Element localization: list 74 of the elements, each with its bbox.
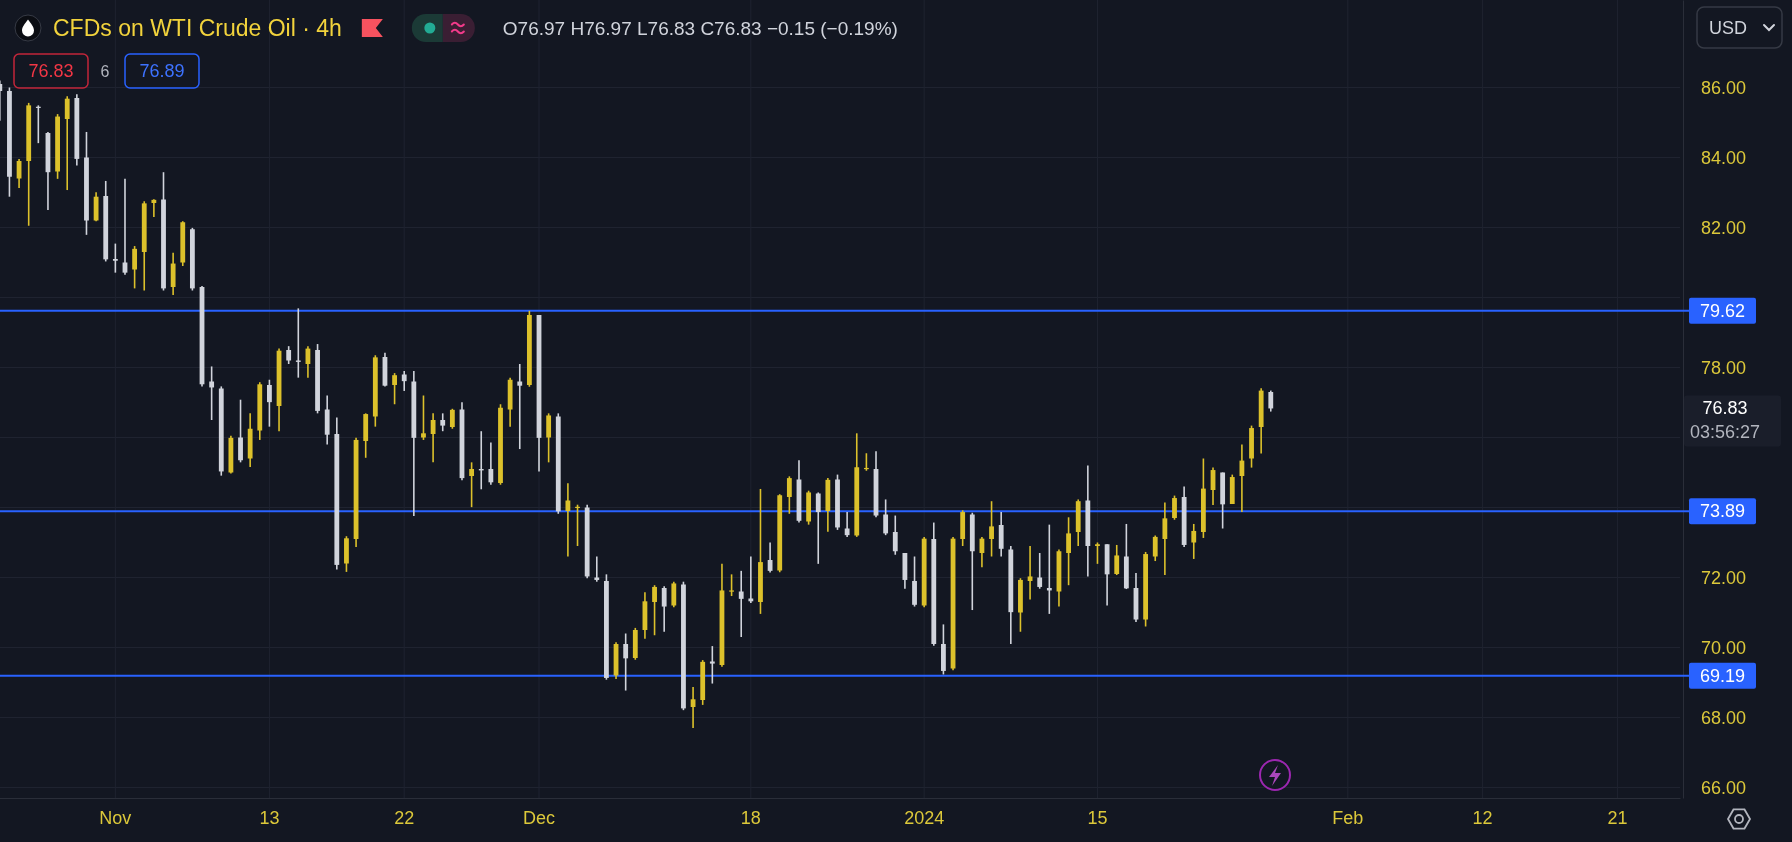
candlestick — [1191, 523, 1197, 560]
candlestick — [671, 580, 677, 609]
candlestick — [1095, 541, 1100, 565]
candlestick — [623, 632, 629, 692]
candlestick — [421, 394, 426, 441]
ref-line-label: 73.89 — [1699, 501, 1746, 522]
candlestick — [883, 498, 889, 536]
x-tick-label: 2024 — [904, 807, 945, 828]
candlestick — [892, 514, 898, 556]
candlestick — [1066, 516, 1071, 586]
candlestick — [1152, 534, 1158, 562]
x-tick-label: 13 — [259, 807, 280, 828]
candlestick — [912, 555, 917, 608]
candlestick — [815, 491, 821, 565]
x-tick-label: 12 — [1472, 807, 1493, 828]
candlestick — [1037, 552, 1043, 590]
candlestick — [1027, 545, 1033, 601]
candlestick — [998, 511, 1004, 558]
x-tick-label: 15 — [1087, 807, 1108, 828]
y-tick-label: 66.00 — [1701, 777, 1747, 798]
y-tick-label: 86.00 — [1701, 77, 1747, 98]
x-tick-label: Dec — [523, 807, 556, 828]
annotation: 6 — [100, 62, 110, 80]
y-tick-label: 72.00 — [1701, 567, 1747, 588]
candlestick — [132, 245, 138, 290]
candlestick — [401, 370, 407, 392]
candlestick — [267, 378, 272, 428]
x-tick-label: Nov — [99, 807, 132, 828]
candlestick — [565, 482, 571, 558]
x-tick-label: Feb — [1332, 807, 1364, 828]
candlestick — [767, 541, 773, 574]
candlestick — [1239, 443, 1245, 513]
x-tick-label: 21 — [1607, 807, 1628, 828]
y-tick-label: 70.00 — [1701, 637, 1747, 658]
candlestick — [1114, 544, 1120, 576]
candlestick — [786, 475, 792, 515]
y-tick-label: 78.00 — [1701, 357, 1747, 378]
candlestick — [652, 584, 657, 637]
candlestick — [517, 363, 523, 450]
candlestick — [1268, 389, 1274, 413]
candlestick — [989, 500, 994, 558]
candlestick — [392, 372, 397, 406]
candlestick — [1172, 494, 1177, 521]
candlestick — [488, 441, 494, 486]
text: 03:56:27 — [1689, 422, 1761, 443]
candlestick — [449, 408, 455, 430]
candlestick — [1162, 501, 1168, 576]
ref-line-label: 79.62 — [1699, 300, 1746, 321]
candlestick — [112, 242, 118, 274]
text: O76.97 H76.97 L76.83 C76.83 −0.15 (−0.19%) — [502, 17, 898, 39]
text: USD — [1709, 18, 1748, 38]
y-tick-label: 84.00 — [1701, 147, 1747, 168]
text: CFDs on WTI Crude Oil · 4h — [53, 15, 342, 41]
text: 76.83 — [1702, 398, 1748, 419]
candlestick — [469, 461, 475, 508]
candlestick — [546, 412, 552, 464]
candlestick — [151, 198, 157, 218]
candlestick — [64, 95, 70, 191]
x-tick-label: 18 — [740, 807, 761, 828]
candlestick — [238, 398, 243, 464]
candlestick — [93, 191, 99, 222]
candlestick — [738, 570, 744, 638]
candlestick — [661, 585, 667, 633]
x-tick-label: 22 — [394, 807, 415, 828]
candlestick — [430, 412, 436, 464]
candlestick — [844, 511, 850, 538]
candlestick — [729, 573, 734, 597]
annotation: 76.83 — [28, 61, 74, 81]
y-tick-label: 68.00 — [1701, 707, 1747, 728]
ref-line-label: 69.19 — [1699, 665, 1746, 686]
candlestick — [170, 251, 176, 296]
annotation: 76.89 — [139, 61, 185, 81]
y-tick-label: 82.00 — [1701, 217, 1747, 238]
candlestick — [709, 645, 715, 685]
